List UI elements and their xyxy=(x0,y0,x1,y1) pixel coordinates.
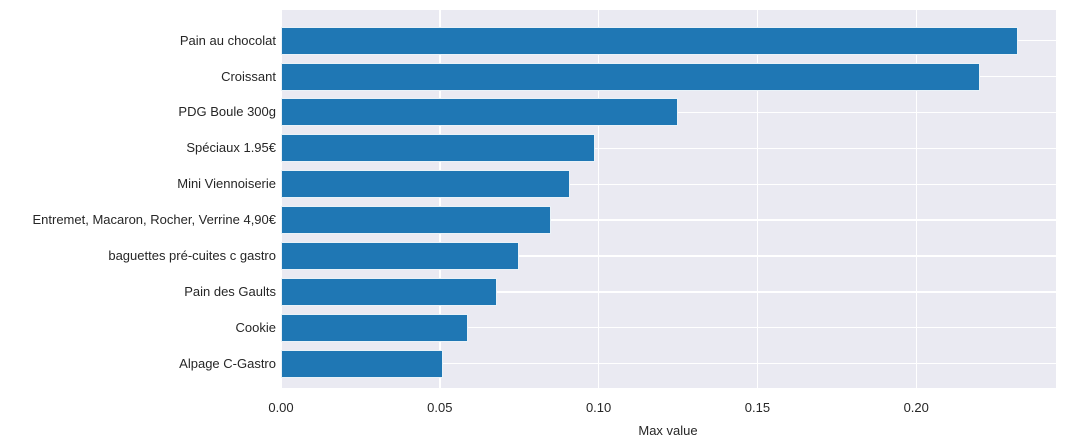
category-label: Croissant xyxy=(221,68,276,84)
gridline-horizontal xyxy=(281,363,1056,365)
x-tick-label: 0.10 xyxy=(585,400,612,415)
gridline-vertical xyxy=(439,10,441,388)
bar xyxy=(281,242,520,270)
gridline-vertical xyxy=(597,10,600,388)
bar xyxy=(281,313,469,342)
category-label: Entremet, Macaron, Rocher, Verrine 4,90€ xyxy=(32,212,276,228)
bar xyxy=(281,206,551,235)
x-tick-label: 0.15 xyxy=(744,400,771,415)
category-label: Cookie xyxy=(235,319,276,335)
gridline-vertical xyxy=(915,10,917,388)
category-label: Spéciaux 1.95€ xyxy=(186,140,276,156)
gridline-horizontal xyxy=(281,327,1056,329)
x-tick-label: 0.00 xyxy=(268,400,294,415)
gridline-horizontal xyxy=(281,291,1056,293)
gridline-horizontal xyxy=(281,255,1056,257)
category-label: Pain au chocolat xyxy=(179,32,276,48)
x-axis-label: Max value xyxy=(638,423,698,438)
bar xyxy=(281,349,443,378)
bar xyxy=(281,277,497,306)
x-tick-label: 0.20 xyxy=(903,400,929,415)
category-label: Mini Viennoiserie xyxy=(177,176,276,192)
plot-area xyxy=(281,10,1056,388)
gridline-horizontal xyxy=(281,183,1056,185)
category-label: Alpage C-Gastro xyxy=(179,355,276,371)
category-label: Pain des Gaults xyxy=(184,283,276,299)
bar xyxy=(281,134,596,163)
bar xyxy=(281,98,679,127)
category-label: baguettes pré-cuites c gastro xyxy=(108,248,276,263)
bar xyxy=(281,26,1018,55)
gridline-horizontal xyxy=(281,219,1056,221)
gridline-horizontal xyxy=(281,147,1056,149)
x-tick-label: 0.05 xyxy=(427,400,453,415)
gridline-vertical xyxy=(756,10,759,388)
gridline-vertical xyxy=(281,10,282,388)
bar xyxy=(281,62,980,91)
category-label: PDG Boule 300g xyxy=(178,104,276,120)
bar xyxy=(281,170,571,199)
